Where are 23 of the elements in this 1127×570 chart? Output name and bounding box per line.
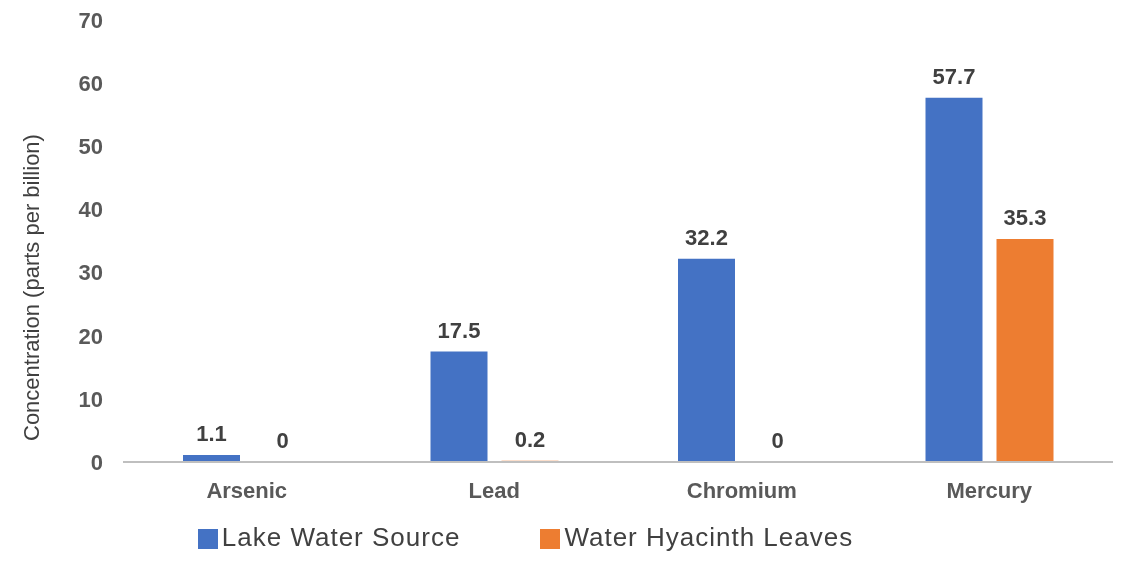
- data-label: 0.2: [514, 426, 546, 452]
- data-label: 1.1: [196, 421, 227, 447]
- data-label: 0: [771, 427, 784, 453]
- y-tick-label: 40: [78, 197, 103, 223]
- data-label: 32.2: [685, 224, 728, 250]
- y-tick-label: 20: [78, 323, 103, 349]
- legend-label: Lake Water Source: [221, 522, 461, 552]
- data-label: 57.7: [932, 63, 976, 89]
- y-tick-label: 50: [78, 134, 103, 160]
- data-label: 0: [276, 427, 289, 453]
- x-tick-label: Chromium: [686, 477, 797, 503]
- data-label: 17.5: [437, 317, 481, 343]
- legend-label: Water Hyacinth Leaves: [564, 522, 854, 552]
- x-tick-label: Arsenic: [206, 477, 288, 503]
- y-axis-title: Concentration (parts per billion): [18, 134, 44, 441]
- y-tick-label: 70: [78, 7, 103, 33]
- data-label: 35.3: [1003, 205, 1047, 231]
- y-tick-label: 30: [78, 260, 103, 286]
- y-tick-label: 10: [78, 386, 103, 412]
- x-tick-label: Mercury: [946, 477, 1033, 503]
- x-tick-label: Lead: [468, 477, 520, 503]
- y-tick-label: 0: [90, 449, 103, 475]
- y-tick-label: 60: [78, 70, 103, 96]
